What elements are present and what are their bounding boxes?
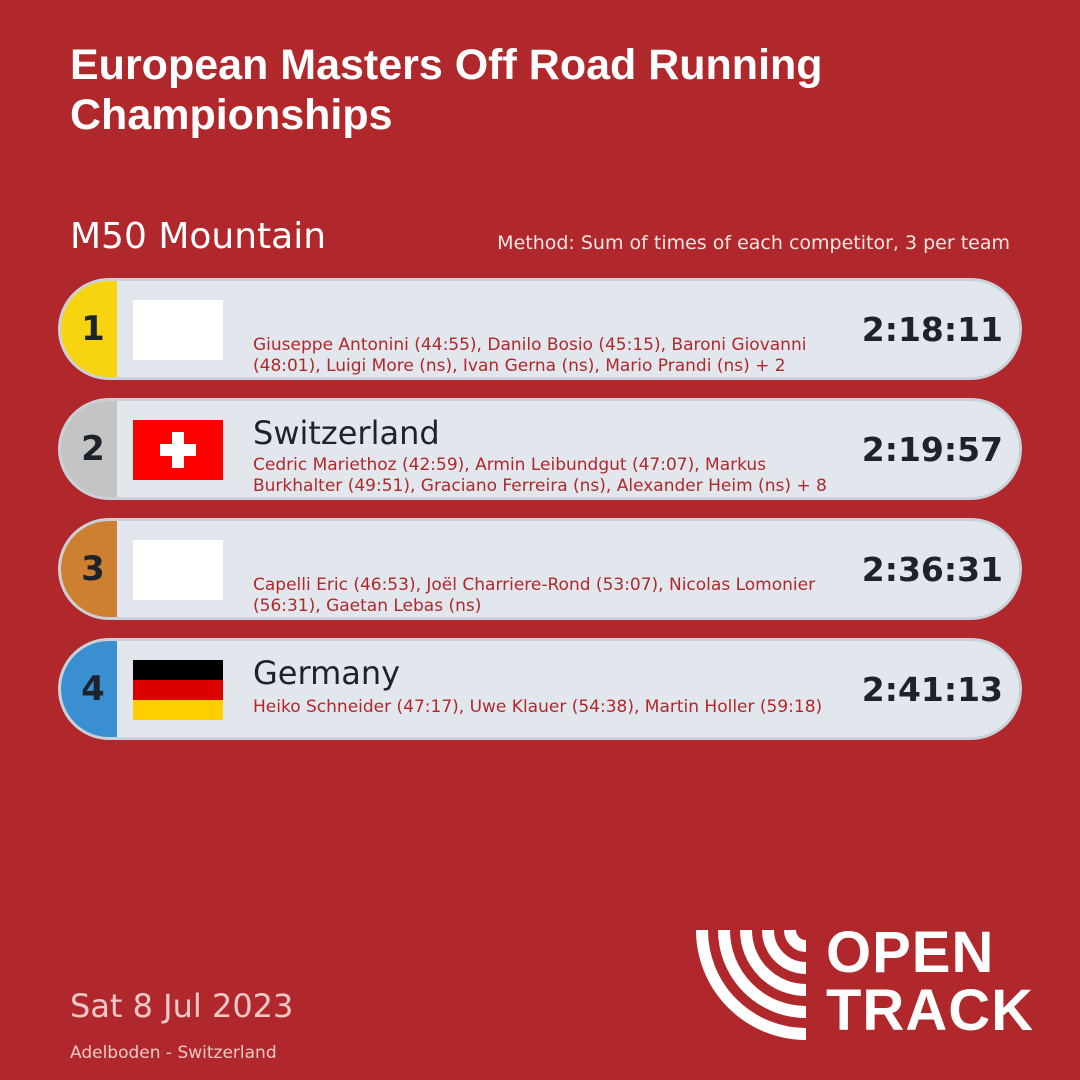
event-date: Sat 8 Jul 2023: [70, 987, 294, 1025]
opentrack-logo-icon: [696, 929, 807, 1040]
team-name: Switzerland: [253, 414, 440, 452]
switzerland-flag: [133, 420, 223, 480]
germany-flag: [133, 660, 223, 720]
results-list: 1 Giuseppe Antonini (44:55), Danilo Bosi…: [58, 278, 1022, 758]
result-row-4: 4 Germany Heiko Schneider (47:17), Uwe K…: [58, 638, 1022, 740]
event-name: M50 Mountain: [70, 216, 327, 257]
rank-badge: 4: [61, 641, 117, 737]
event-venue: Adelboden - Switzerland: [70, 1043, 277, 1063]
page-title: European Masters Off Road Running Champi…: [70, 41, 823, 139]
rank-badge: 1: [61, 281, 117, 377]
team-name: Germany: [253, 654, 401, 692]
team-time: 2:36:31: [861, 549, 1003, 589]
team-members: Heiko Schneider (47:17), Uwe Klauer (54:…: [253, 697, 823, 717]
rank-badge: 3: [61, 521, 117, 617]
blank-flag: [133, 300, 223, 360]
team-time: 2:18:11: [861, 309, 1003, 349]
result-row-3: 3 Capelli Eric (46:53), Joël Charriere-R…: [58, 518, 1022, 620]
team-time: 2:41:13: [861, 669, 1003, 709]
team-time: 2:19:57: [861, 429, 1003, 469]
logo-line-1: OPEN: [826, 920, 995, 985]
germany-stripes-icon: [133, 660, 223, 720]
switzerland-cross-icon: [160, 432, 196, 468]
team-members: Capelli Eric (46:53), Joël Charriere-Ron…: [253, 575, 816, 616]
team-members: Cedric Mariethoz (42:59), Armin Leibundg…: [253, 455, 827, 496]
rank-badge: 2: [61, 401, 117, 497]
opentrack-logo-text: OPEN TRACK: [826, 924, 1034, 1040]
result-row-1: 1 Giuseppe Antonini (44:55), Danilo Bosi…: [58, 278, 1022, 380]
team-members: Giuseppe Antonini (44:55), Danilo Bosio …: [253, 335, 807, 376]
blank-flag: [133, 540, 223, 600]
logo-line-2: TRACK: [826, 978, 1034, 1043]
result-row-2: 2 Switzerland Cedric Mariethoz (42:59), …: [58, 398, 1022, 500]
scoring-method: Method: Sum of times of each competitor,…: [497, 232, 1010, 254]
